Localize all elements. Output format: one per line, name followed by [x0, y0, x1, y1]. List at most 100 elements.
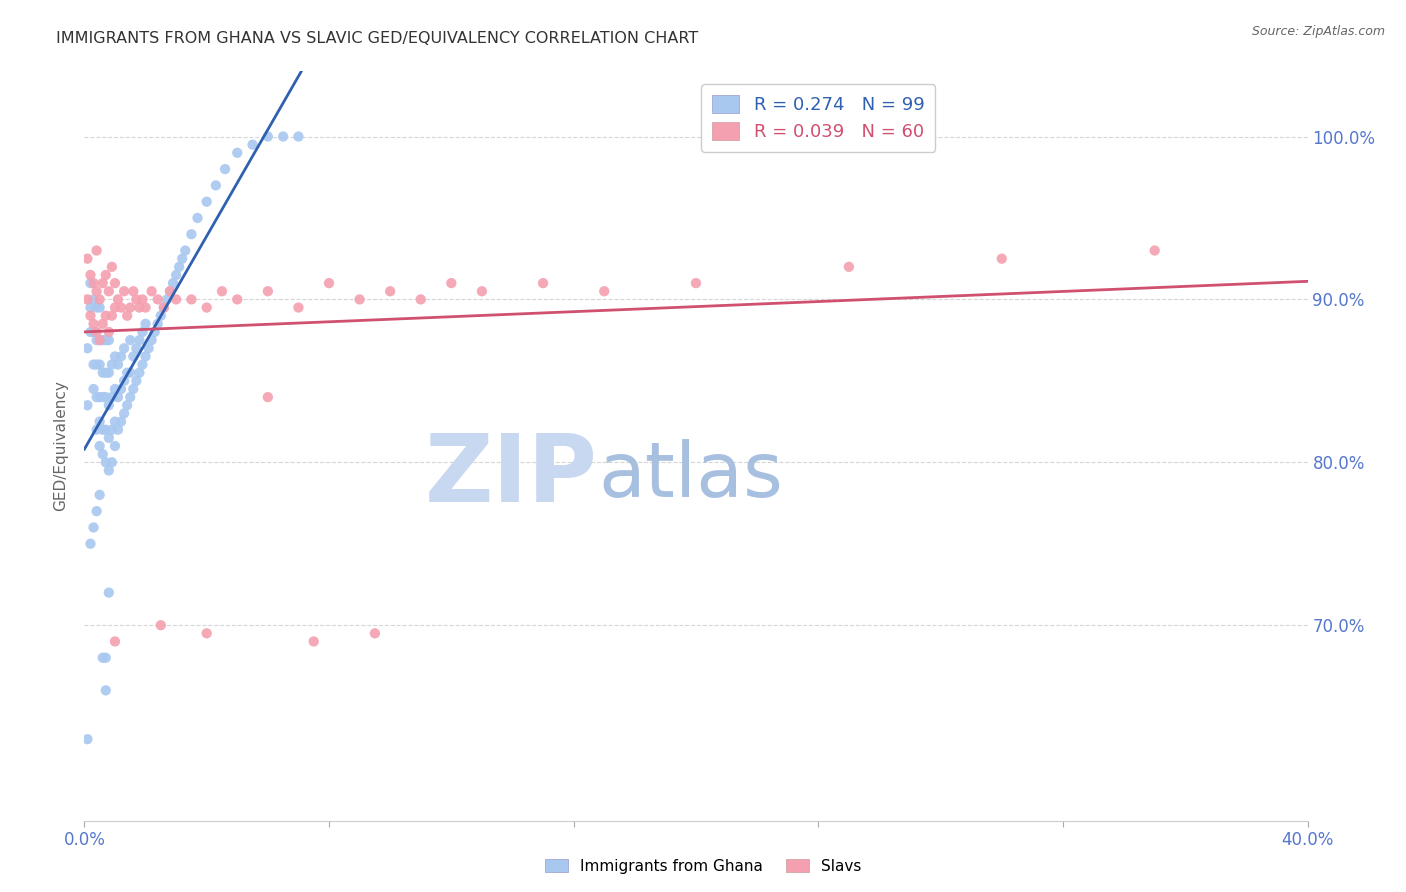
Point: [97, 325, 120, 339]
Point: [89, 439, 111, 453]
Point: [214, 162, 236, 177]
Point: [115, 309, 138, 323]
Point: [135, 350, 157, 364]
Point: [104, 301, 127, 315]
Point: [257, 129, 280, 144]
Point: [685, 276, 707, 290]
Point: [94, 268, 117, 282]
Point: [226, 145, 249, 160]
Point: [86, 301, 108, 315]
Point: [101, 455, 124, 469]
Y-axis label: GED/Equivalency: GED/Equivalency: [53, 381, 69, 511]
Point: [153, 301, 176, 315]
Point: [122, 382, 145, 396]
Point: [76, 398, 98, 412]
Point: [94, 650, 117, 665]
Point: [97, 431, 120, 445]
Point: [83, 276, 105, 290]
Point: [120, 333, 142, 347]
Point: [97, 398, 120, 412]
Point: [165, 293, 187, 307]
Point: [83, 382, 105, 396]
Point: [97, 285, 120, 299]
Point: [112, 406, 135, 420]
Point: [104, 415, 127, 429]
Point: [380, 285, 402, 299]
Point: [101, 260, 124, 274]
Point: [180, 227, 202, 242]
Point: [159, 285, 181, 299]
Point: [104, 276, 127, 290]
Point: [409, 293, 432, 307]
Point: [79, 537, 101, 551]
Point: [86, 325, 108, 339]
Point: [86, 244, 108, 258]
Point: [349, 293, 371, 307]
Point: [205, 178, 228, 193]
Point: [89, 488, 111, 502]
Text: atlas: atlas: [598, 439, 783, 513]
Point: [153, 301, 176, 315]
Point: [131, 358, 153, 372]
Point: [128, 301, 150, 315]
Point: [531, 276, 554, 290]
Point: [76, 341, 98, 355]
Point: [94, 455, 117, 469]
Point: [195, 194, 218, 209]
Point: [242, 137, 264, 152]
Point: [101, 309, 124, 323]
Point: [107, 423, 129, 437]
Legend: R = 0.274   N = 99, R = 0.039   N = 60: R = 0.274 N = 99, R = 0.039 N = 60: [702, 84, 935, 152]
Point: [107, 358, 129, 372]
Point: [112, 341, 135, 355]
Point: [110, 350, 132, 364]
Point: [104, 634, 127, 648]
Point: [122, 350, 145, 364]
Point: [146, 293, 169, 307]
Point: [156, 293, 179, 307]
Point: [79, 276, 101, 290]
Point: [89, 293, 111, 307]
Point: [162, 276, 184, 290]
Text: ZIP: ZIP: [425, 430, 598, 522]
Point: [83, 520, 105, 534]
Point: [991, 252, 1014, 266]
Point: [110, 382, 132, 396]
Point: [115, 366, 138, 380]
Point: [838, 260, 860, 274]
Point: [141, 333, 163, 347]
Point: [97, 463, 120, 477]
Point: [86, 390, 108, 404]
Point: [83, 358, 105, 372]
Point: [86, 423, 108, 437]
Point: [195, 626, 218, 640]
Point: [104, 439, 127, 453]
Point: [226, 293, 249, 307]
Point: [141, 285, 163, 299]
Point: [97, 585, 120, 599]
Point: [180, 293, 202, 307]
Point: [91, 390, 114, 404]
Point: [94, 683, 117, 698]
Point: [83, 325, 105, 339]
Point: [76, 732, 98, 747]
Point: [94, 333, 117, 347]
Point: [172, 252, 194, 266]
Point: [91, 423, 114, 437]
Point: [125, 341, 148, 355]
Point: [131, 293, 153, 307]
Point: [112, 285, 135, 299]
Point: [107, 293, 129, 307]
Point: [318, 276, 340, 290]
Point: [167, 260, 190, 274]
Point: [128, 366, 150, 380]
Point: [107, 390, 129, 404]
Point: [101, 390, 124, 404]
Point: [302, 634, 325, 648]
Point: [122, 285, 145, 299]
Text: IMMIGRANTS FROM GHANA VS SLAVIC GED/EQUIVALENCY CORRELATION CHART: IMMIGRANTS FROM GHANA VS SLAVIC GED/EQUI…: [56, 31, 699, 46]
Point: [440, 276, 463, 290]
Point: [89, 301, 111, 315]
Point: [86, 358, 108, 372]
Point: [135, 317, 157, 331]
